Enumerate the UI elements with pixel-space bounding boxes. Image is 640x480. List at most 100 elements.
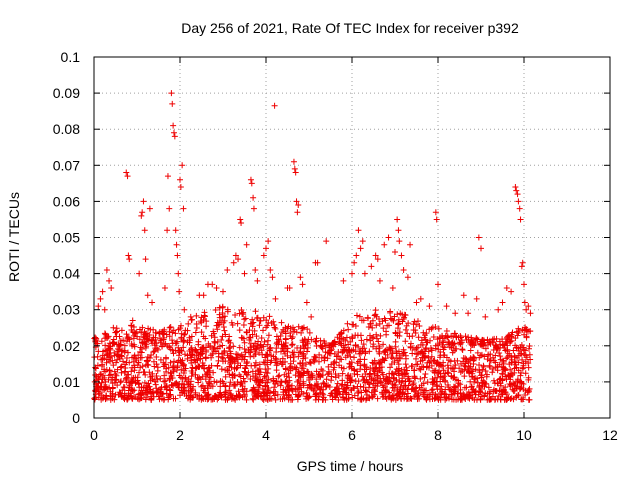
data-point	[369, 335, 376, 342]
data-point	[497, 396, 504, 403]
data-point	[399, 318, 406, 325]
data-point	[175, 357, 182, 364]
data-point	[180, 344, 187, 351]
data-point	[414, 344, 421, 351]
data-point	[103, 392, 110, 399]
data-point	[445, 383, 452, 390]
data-point	[265, 385, 272, 392]
data-point	[338, 342, 345, 349]
data-point	[266, 347, 273, 354]
data-point	[230, 259, 237, 266]
data-point	[365, 384, 372, 391]
data-point	[359, 373, 366, 380]
data-point	[412, 330, 419, 337]
data-point	[462, 333, 469, 340]
data-point	[294, 344, 301, 351]
data-point	[351, 385, 358, 392]
data-point	[209, 281, 216, 288]
data-point	[206, 367, 213, 374]
data-point	[131, 362, 138, 369]
data-point	[525, 345, 532, 352]
data-point	[101, 383, 108, 390]
data-point	[151, 340, 158, 347]
data-point	[360, 341, 367, 348]
data-point	[394, 311, 401, 318]
data-point	[384, 322, 391, 329]
data-point	[411, 367, 418, 374]
data-point	[318, 366, 325, 373]
data-point	[135, 359, 142, 366]
data-point	[453, 376, 460, 383]
data-point	[512, 183, 519, 190]
data-point	[439, 374, 446, 381]
data-point	[240, 321, 247, 328]
data-point	[330, 339, 337, 346]
data-point	[97, 295, 104, 302]
data-point	[443, 303, 450, 310]
data-point	[461, 384, 468, 391]
data-point	[440, 346, 447, 353]
data-point	[340, 277, 347, 284]
data-point	[227, 348, 234, 355]
data-point	[351, 392, 358, 399]
data-point	[282, 365, 289, 372]
data-point	[222, 388, 229, 395]
data-point	[279, 359, 286, 366]
data-point	[358, 389, 365, 396]
data-point	[252, 372, 259, 379]
data-point	[216, 343, 223, 350]
data-point	[515, 392, 522, 399]
data-point	[256, 349, 263, 356]
data-point	[473, 336, 480, 343]
data-point	[187, 351, 194, 358]
data-point	[343, 384, 350, 391]
chart-title: Day 256 of 2021, Rate Of TEC Index for r…	[181, 20, 519, 36]
data-point	[137, 395, 144, 402]
data-point	[198, 319, 205, 326]
data-point	[144, 361, 151, 368]
data-point	[337, 330, 344, 337]
data-point	[380, 341, 387, 348]
tick-labels: 0 2 4 6 8 10 12 0 0.01 0.02 0.03 0.04 0.05 0.06 0.07 0.…	[53, 49, 618, 443]
data-point	[486, 390, 493, 397]
data-point	[383, 376, 390, 383]
data-point	[486, 363, 493, 370]
data-point	[309, 373, 316, 380]
data-point	[235, 393, 242, 400]
data-point	[202, 376, 209, 383]
data-point	[350, 346, 357, 353]
data-point	[328, 373, 335, 380]
data-point	[120, 358, 127, 365]
data-point	[434, 341, 441, 348]
data-point	[246, 327, 253, 334]
data-point	[247, 340, 254, 347]
data-point	[481, 353, 488, 360]
data-point	[112, 329, 119, 336]
data-point	[471, 396, 478, 403]
data-point	[294, 378, 301, 385]
data-point	[363, 336, 370, 343]
data-point	[194, 375, 201, 382]
data-point	[227, 339, 234, 346]
data-point	[222, 367, 229, 374]
data-point	[376, 277, 383, 284]
data-point	[101, 374, 108, 381]
data-point	[490, 365, 497, 372]
data-point	[226, 371, 233, 378]
data-point	[505, 371, 512, 378]
data-point	[354, 368, 361, 375]
data-point	[266, 389, 273, 396]
data-point	[118, 363, 125, 370]
data-point	[129, 342, 136, 349]
data-point	[236, 344, 243, 351]
data-point	[119, 387, 126, 394]
data-point	[341, 347, 348, 354]
data-point	[311, 357, 318, 364]
data-point	[222, 331, 229, 338]
data-point	[377, 332, 384, 339]
data-point	[229, 372, 236, 379]
data-point	[143, 335, 150, 342]
data-point	[260, 252, 267, 259]
data-point	[141, 340, 148, 347]
data-point	[157, 339, 164, 346]
